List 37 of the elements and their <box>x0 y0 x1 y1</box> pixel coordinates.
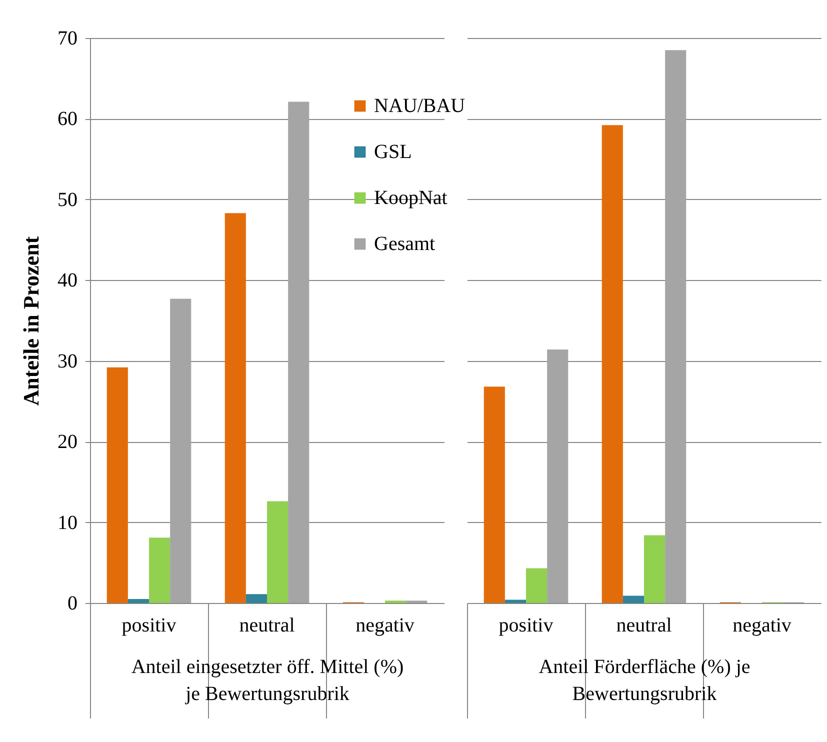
bar <box>170 298 192 603</box>
x-tick-label: positiv <box>498 614 554 636</box>
legend-label: Gesamt <box>374 233 436 255</box>
bar <box>504 600 526 603</box>
bar <box>149 538 170 603</box>
x-tick-label: negativ <box>732 614 792 636</box>
y-tick-label: 0 <box>68 592 78 614</box>
y-tick-label: 60 <box>58 108 78 130</box>
bar <box>644 535 666 603</box>
y-tick-label: 10 <box>58 512 78 534</box>
x-tick-label: positiv <box>122 614 176 636</box>
bar <box>267 501 288 603</box>
bar <box>128 598 149 603</box>
legend-label: NAU/BAU <box>374 95 466 117</box>
bar <box>288 102 310 603</box>
y-tick-label: 70 <box>58 28 78 50</box>
bar <box>246 594 267 603</box>
bar <box>622 596 644 603</box>
y-axis-title: Anteile in Prozent <box>18 236 44 406</box>
legend-label: GSL <box>374 141 412 163</box>
y-tick-label: 30 <box>58 350 78 372</box>
x-axis-title: Anteil eingesetzter öff. Mittel (%) je Bewertungsrubrik <box>131 656 404 705</box>
bar <box>526 568 548 603</box>
bar <box>106 367 128 603</box>
x-tick-label: negativ <box>356 614 414 636</box>
x-axis-title: Anteil Förderfläche (%) je Bewertungsrubrik <box>538 656 750 705</box>
bar <box>547 350 568 603</box>
bar <box>602 125 623 603</box>
y-tick-label: 50 <box>58 188 78 211</box>
bar <box>224 213 246 603</box>
legend-label: KoopNat <box>374 187 448 209</box>
x-tick-label: neutral <box>239 614 296 636</box>
y-tick-label: 40 <box>58 270 78 292</box>
x-tick-label: neutral <box>616 614 672 636</box>
y-tick-label: 20 <box>58 431 78 454</box>
bar <box>484 386 505 603</box>
bar <box>665 50 686 603</box>
